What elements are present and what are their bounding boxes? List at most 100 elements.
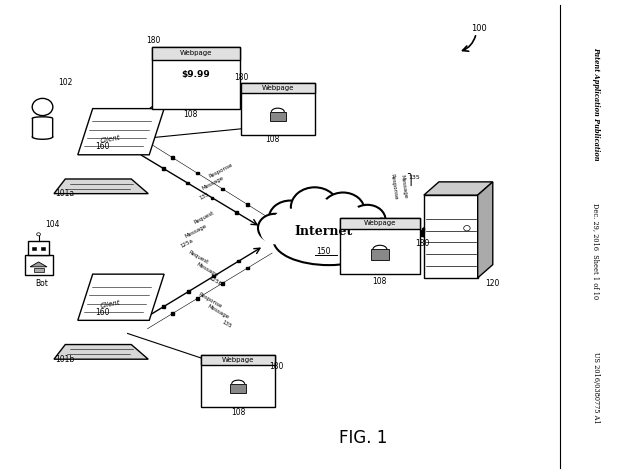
Polygon shape	[54, 179, 148, 193]
Bar	[202, 355, 275, 365]
Bar	[340, 218, 420, 274]
Text: Response: Response	[209, 162, 234, 179]
Bar	[360, 241, 363, 244]
Circle shape	[32, 98, 53, 115]
Circle shape	[364, 219, 396, 245]
Circle shape	[291, 187, 338, 227]
Polygon shape	[54, 344, 148, 359]
Bar	[221, 187, 224, 190]
Ellipse shape	[279, 219, 379, 259]
Text: $9.99: $9.99	[181, 70, 210, 79]
Text: 100: 100	[471, 24, 487, 33]
Bar	[28, 241, 50, 255]
Bar	[163, 306, 165, 308]
Text: Request: Request	[188, 250, 209, 265]
Circle shape	[464, 226, 470, 231]
Bar	[371, 235, 374, 237]
Bar	[196, 172, 198, 174]
Bar	[421, 228, 425, 230]
Circle shape	[258, 214, 292, 242]
Bar	[371, 239, 374, 241]
Bar	[171, 156, 174, 158]
Text: 102: 102	[58, 78, 72, 88]
Text: Internet: Internet	[294, 225, 352, 238]
Text: Patent Application Publication: Patent Application Publication	[592, 47, 600, 161]
Text: Response: Response	[197, 291, 222, 309]
Text: 108: 108	[373, 277, 387, 286]
Bar	[152, 47, 239, 109]
Text: US 2016/0380775 A1: US 2016/0380775 A1	[592, 352, 600, 424]
Text: 180: 180	[269, 362, 284, 371]
Bar	[162, 167, 164, 169]
Bar	[420, 233, 423, 236]
Text: Webpage: Webpage	[261, 85, 294, 91]
Text: 108: 108	[265, 135, 279, 144]
Text: 104: 104	[45, 220, 60, 229]
Bar	[270, 112, 286, 121]
Text: Message: Message	[207, 304, 230, 320]
Bar	[25, 255, 52, 275]
Text: Response: Response	[390, 174, 398, 200]
Polygon shape	[30, 262, 47, 267]
Text: FIG. 1: FIG. 1	[339, 429, 387, 447]
Bar	[33, 268, 43, 272]
Bar	[360, 236, 363, 238]
Bar	[32, 247, 36, 250]
Text: 180: 180	[146, 35, 160, 45]
Circle shape	[37, 233, 40, 236]
Text: Client: Client	[100, 300, 121, 309]
Bar	[235, 211, 238, 213]
Text: 120: 120	[485, 279, 500, 289]
Text: Message: Message	[195, 262, 219, 278]
Bar	[241, 83, 314, 135]
Polygon shape	[77, 109, 164, 155]
Bar	[382, 232, 385, 235]
Text: Client: Client	[100, 134, 121, 144]
Bar	[196, 298, 198, 300]
Text: Dec. 29, 2016  Sheet 1 of 10: Dec. 29, 2016 Sheet 1 of 10	[592, 202, 600, 299]
Bar	[350, 238, 352, 240]
Bar	[152, 47, 239, 60]
Polygon shape	[424, 182, 493, 195]
Bar	[421, 229, 424, 232]
Text: 108: 108	[231, 408, 245, 418]
Text: 160: 160	[94, 142, 110, 151]
Circle shape	[367, 225, 393, 247]
Bar	[424, 195, 478, 278]
Circle shape	[321, 193, 365, 228]
Bar	[42, 247, 45, 250]
Text: 135: 135	[221, 319, 232, 329]
Text: 101b: 101b	[55, 355, 75, 364]
Bar	[230, 384, 246, 393]
Text: 160: 160	[94, 307, 110, 317]
Bar	[187, 290, 190, 292]
Bar	[186, 182, 189, 184]
Text: Webpage: Webpage	[364, 220, 396, 226]
Text: Bot: Bot	[35, 279, 48, 289]
Text: ⎫: ⎫	[406, 173, 414, 186]
Text: 150: 150	[316, 247, 331, 256]
Text: Webpage: Webpage	[222, 357, 255, 363]
Circle shape	[352, 211, 383, 237]
Text: 180: 180	[234, 72, 248, 82]
Bar	[246, 203, 249, 205]
Circle shape	[272, 209, 309, 239]
Ellipse shape	[273, 216, 384, 265]
Circle shape	[349, 205, 386, 235]
Bar	[221, 282, 224, 285]
Text: 135: 135	[198, 192, 210, 201]
Bar	[350, 243, 352, 245]
Bar	[171, 313, 174, 315]
Text: 108: 108	[183, 110, 197, 120]
Text: Webpage: Webpage	[180, 51, 212, 56]
Bar	[371, 249, 389, 260]
Bar	[212, 275, 215, 277]
Polygon shape	[77, 274, 164, 320]
Bar	[241, 83, 314, 93]
Text: 101a: 101a	[55, 189, 75, 199]
Text: Message: Message	[201, 175, 224, 192]
Bar	[202, 355, 275, 407]
Bar	[382, 237, 385, 239]
Text: Request: Request	[193, 210, 215, 225]
Text: 135: 135	[408, 175, 420, 180]
